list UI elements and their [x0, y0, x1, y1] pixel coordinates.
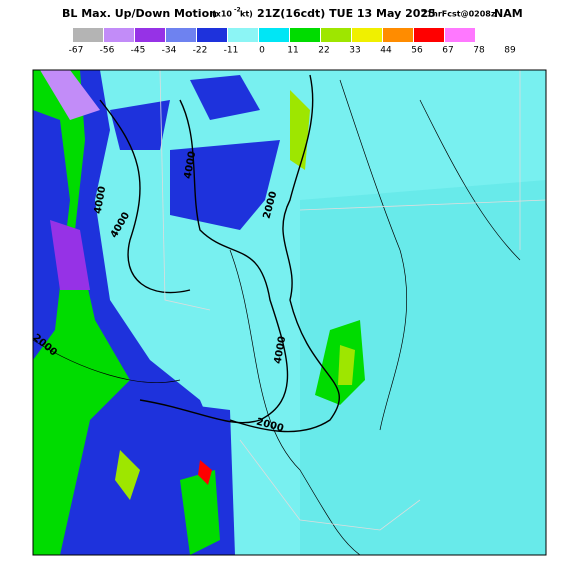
- legend-swatch: [321, 28, 351, 42]
- legend-label: 11: [287, 46, 298, 56]
- legend-swatch: [259, 28, 289, 42]
- contour-label: 4000: [183, 150, 199, 179]
- contour-label: 4000: [93, 185, 109, 214]
- title-unit-exp: -2: [234, 7, 241, 14]
- strong-down: [50, 220, 90, 290]
- legend-label: 33: [349, 46, 360, 56]
- legend-label: 78: [473, 46, 485, 56]
- strong-down: [40, 70, 100, 120]
- legend-label: 22: [318, 46, 329, 56]
- title-valid: 21Z(16cdt) TUE 13 May 2025: [257, 7, 436, 20]
- legend-label: 67: [442, 46, 453, 56]
- legend-label: -22: [193, 46, 208, 56]
- legend-swatch: [352, 28, 382, 42]
- map-frame: [32, 69, 547, 556]
- title-model: NAM: [494, 7, 523, 20]
- down-area: [110, 100, 170, 150]
- legend-label: -34: [162, 46, 177, 56]
- strong-up: [198, 460, 212, 485]
- title-unit: (x10: [212, 10, 232, 19]
- contours: [33, 74, 521, 555]
- legend-label: 44: [380, 46, 392, 56]
- title-forecast: 21hrFcst@0208z: [421, 10, 496, 19]
- legend-swatch: [166, 28, 196, 42]
- legend-swatch: [135, 28, 165, 42]
- legend-label: -67: [69, 46, 84, 56]
- color-legend: -67 -56 -45 -34 -22 -11 0 11 22 33 44 56 67 78 89: [69, 28, 516, 56]
- down-area: [170, 140, 280, 230]
- legend-swatch: [445, 28, 475, 42]
- legend-label: -56: [100, 46, 115, 56]
- legend-swatch: [383, 28, 413, 42]
- legend-label: -11: [224, 46, 239, 56]
- legend-swatch: [73, 28, 103, 42]
- title-text: BL Max. Up/Down Motion: [62, 7, 217, 20]
- contour-label: 4000: [273, 335, 289, 364]
- legend-label: 56: [411, 46, 423, 56]
- legend-label: -45: [131, 46, 146, 56]
- up-area: [115, 450, 140, 500]
- borders: [159, 70, 546, 531]
- title: BL Max. Up/Down Motion (x10 -2 kt) 21Z(1…: [62, 7, 523, 21]
- legend-swatch: [228, 28, 258, 42]
- legend-swatch: [290, 28, 320, 42]
- legend-swatch: [197, 28, 227, 42]
- legend-label: 0: [259, 46, 265, 56]
- up-area: [180, 470, 220, 555]
- legend-label: 89: [504, 46, 516, 56]
- legend-swatch: [104, 28, 134, 42]
- down-area: [33, 110, 70, 360]
- legend-swatch: [414, 28, 444, 42]
- shade: [300, 180, 546, 555]
- down-area: [190, 75, 260, 120]
- title-unit: kt): [240, 10, 253, 19]
- up-area: [338, 345, 355, 385]
